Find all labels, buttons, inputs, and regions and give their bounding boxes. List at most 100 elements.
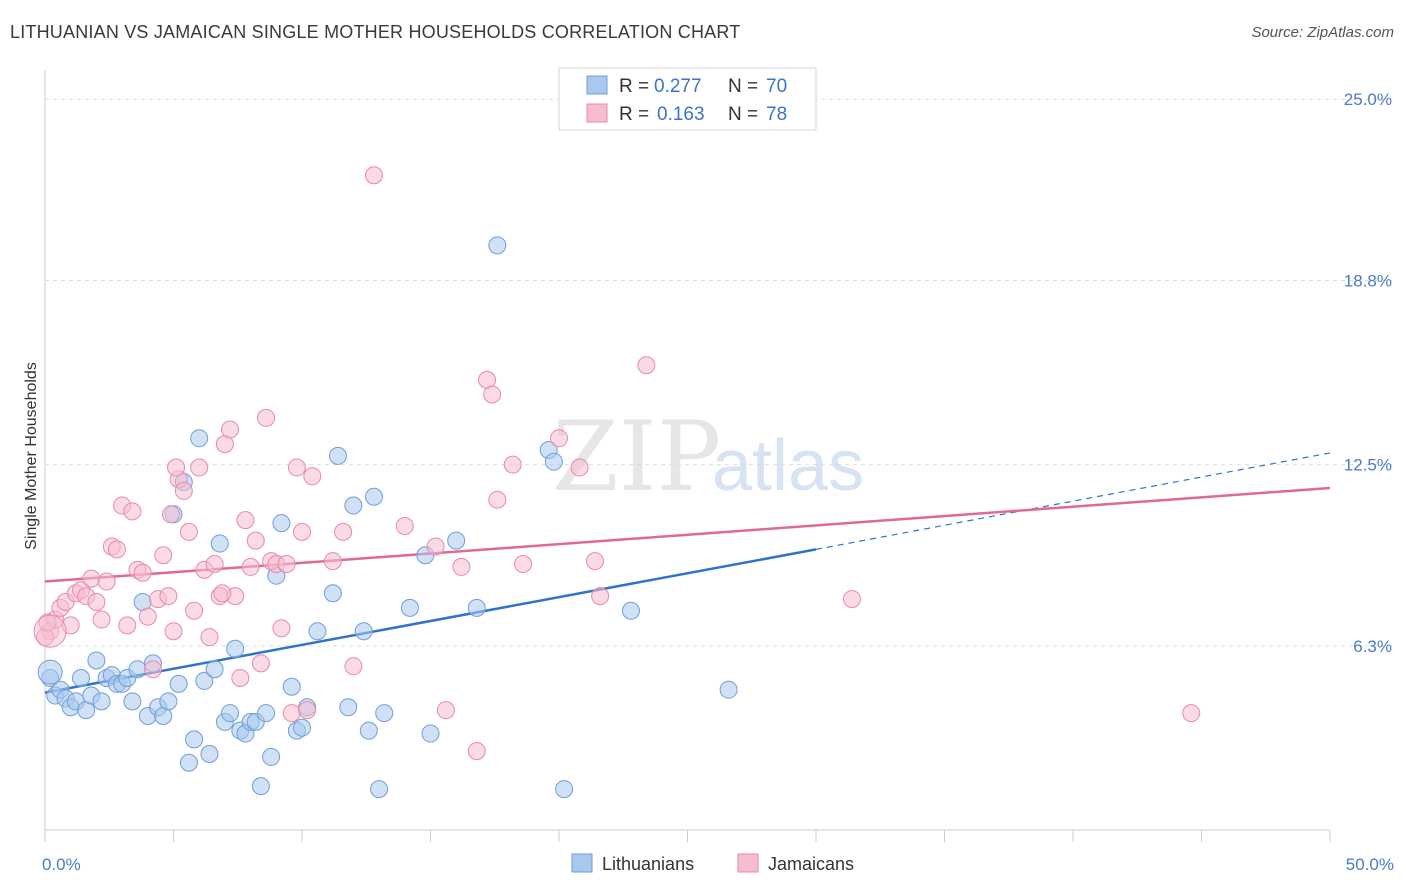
grid-lines xyxy=(45,98,1392,647)
y-tick-labels: 6.3% 12.5% 18.8% 25.0% xyxy=(1344,90,1392,656)
lithuanians-point-59 xyxy=(375,704,394,723)
lithuanians-point-67 xyxy=(544,452,563,471)
lithuanians-point-70 xyxy=(719,680,738,699)
jamaicans-point-57 xyxy=(426,537,445,556)
jamaicans-point-29 xyxy=(190,458,209,477)
bottom-legend-lithuanians: Lithuanians xyxy=(602,854,694,874)
jamaicans-point-75 xyxy=(161,505,180,524)
jamaicans-point-26 xyxy=(174,481,193,500)
legend-r-value-lithuanians: 0.277 xyxy=(654,76,702,97)
source-label: Source: ZipAtlas.com xyxy=(1251,24,1394,41)
lithuanians-trend-extension xyxy=(815,452,1331,550)
lithuanians-point-30 xyxy=(195,671,214,690)
jamaicans-point-46 xyxy=(277,555,296,573)
jamaicans-point-51 xyxy=(303,467,322,486)
legend-r-label-lithuanians: R = xyxy=(619,76,649,97)
lithuanians-point-45 xyxy=(272,514,291,533)
jamaicans-point-40 xyxy=(246,531,265,550)
bottom-legend-swatch-lithuanians xyxy=(571,853,593,873)
lithuanians-point-41 xyxy=(251,777,270,796)
jamaicans-point-18 xyxy=(133,563,152,582)
lithuanians-point-10 xyxy=(92,692,111,711)
jamaicans-point-59 xyxy=(452,557,471,576)
lithuanians-point-54 xyxy=(344,496,363,515)
jamaicans-point-19 xyxy=(138,607,157,626)
jamaicans-point-13 xyxy=(107,540,126,559)
lithuanians-point-50 xyxy=(308,622,327,641)
jamaicans-point-64 xyxy=(503,455,522,474)
jamaicans-point-27 xyxy=(179,522,198,541)
jamaicans-point-38 xyxy=(236,511,255,530)
jamaicans-point-69 xyxy=(591,587,610,606)
jamaicans-point-54 xyxy=(344,657,363,676)
jamaicans-point-72 xyxy=(1182,704,1201,723)
y-tick-label-2: 18.8% xyxy=(1344,271,1392,290)
x-tick-label-0: 0.0% xyxy=(42,855,81,874)
lithuanians-point-52 xyxy=(328,446,347,465)
lithuanians-point-6 xyxy=(71,669,90,687)
lithuanians-points xyxy=(37,236,738,799)
jamaicans-points xyxy=(33,166,1201,761)
legend-r-value-jamaicans: 0.163 xyxy=(657,104,705,125)
lithuanians-point-32 xyxy=(205,660,224,679)
lithuanians-point-9 xyxy=(87,651,106,670)
lithuanians-point-31 xyxy=(200,745,219,763)
jamaicans-point-49 xyxy=(293,522,311,541)
jamaicans-point-53 xyxy=(334,522,353,541)
legend-n-label-jamaicans: N = xyxy=(728,104,758,125)
jamaicans-point-47 xyxy=(282,704,301,723)
lithuanians-point-35 xyxy=(221,704,240,723)
jamaicans-point-58 xyxy=(436,701,455,720)
lithuanians-point-16 xyxy=(123,692,142,711)
y-tick-label-1: 12.5% xyxy=(1344,456,1392,475)
jamaicans-point-48 xyxy=(287,458,306,477)
lithuanians-point-62 xyxy=(421,724,440,743)
jamaicans-point-63 xyxy=(488,490,507,509)
lithuanians-point-27 xyxy=(179,753,198,772)
x-tick-labels: 0.0% 50.0% xyxy=(42,855,1394,874)
legend-r-label-jamaicans: R = xyxy=(619,104,649,125)
jamaicans-point-37 xyxy=(231,669,250,687)
lithuanians-point-28 xyxy=(185,730,204,749)
lithuanians-point-51 xyxy=(323,584,342,603)
jamaicans-point-76 xyxy=(167,458,186,477)
lithuanians-point-55 xyxy=(354,622,373,641)
lithuanians-point-60 xyxy=(400,598,419,617)
legend-box: R = 0.277 N = 70 R = 0.163 N = 78 xyxy=(558,67,817,131)
lithuanians-point-65 xyxy=(488,236,507,255)
bottom-legend: Lithuanians Jamaicans xyxy=(571,853,854,874)
y-tick-label-3: 25.0% xyxy=(1344,90,1392,109)
jamaicans-point-50 xyxy=(298,701,317,720)
chart-title: LITHUANIAN VS JAMAICAN SINGLE MOTHER HOU… xyxy=(10,22,741,42)
bottom-legend-swatch-jamaicans xyxy=(737,853,759,873)
lithuanians-point-58 xyxy=(370,780,389,799)
jamaicans-point-52 xyxy=(323,552,342,571)
lithuanians-trend-line xyxy=(44,548,817,694)
jamaicans-point-71 xyxy=(842,590,861,609)
lithuanians-point-42 xyxy=(257,704,276,723)
lithuanians-point-68 xyxy=(555,780,574,799)
watermark-atlas: atlas xyxy=(712,426,864,506)
jamaicans-point-60 xyxy=(467,742,486,761)
jamaicans-point-32 xyxy=(205,555,224,573)
lithuanians-point-23 xyxy=(159,692,178,711)
lithuanians-point-63 xyxy=(447,531,466,550)
legend-n-value-lithuanians: 70 xyxy=(766,76,787,97)
jamaicans-point-8 xyxy=(82,569,101,588)
jamaicans-point-62 xyxy=(483,385,502,404)
jamaicans-point-10 xyxy=(92,610,111,629)
lithuanians-point-64 xyxy=(467,598,486,617)
bottom-legend-jamaicans: Jamaicans xyxy=(768,854,854,874)
x-tick-label-1: 50.0% xyxy=(1346,855,1394,874)
jamaicans-point-16 xyxy=(123,502,142,521)
jamaicans-point-11 xyxy=(97,572,116,591)
lithuanians-point-69 xyxy=(621,601,640,620)
lithuanians-point-33 xyxy=(210,534,229,553)
legend-n-label-lithuanians: N = xyxy=(728,76,758,97)
jamaicans-point-56 xyxy=(395,517,414,535)
jamaicans-point-41 xyxy=(251,654,270,673)
lithuanians-point-17 xyxy=(128,660,147,679)
jamaicans-cluster-point xyxy=(33,614,67,648)
lithuanians-point-29 xyxy=(190,429,209,448)
